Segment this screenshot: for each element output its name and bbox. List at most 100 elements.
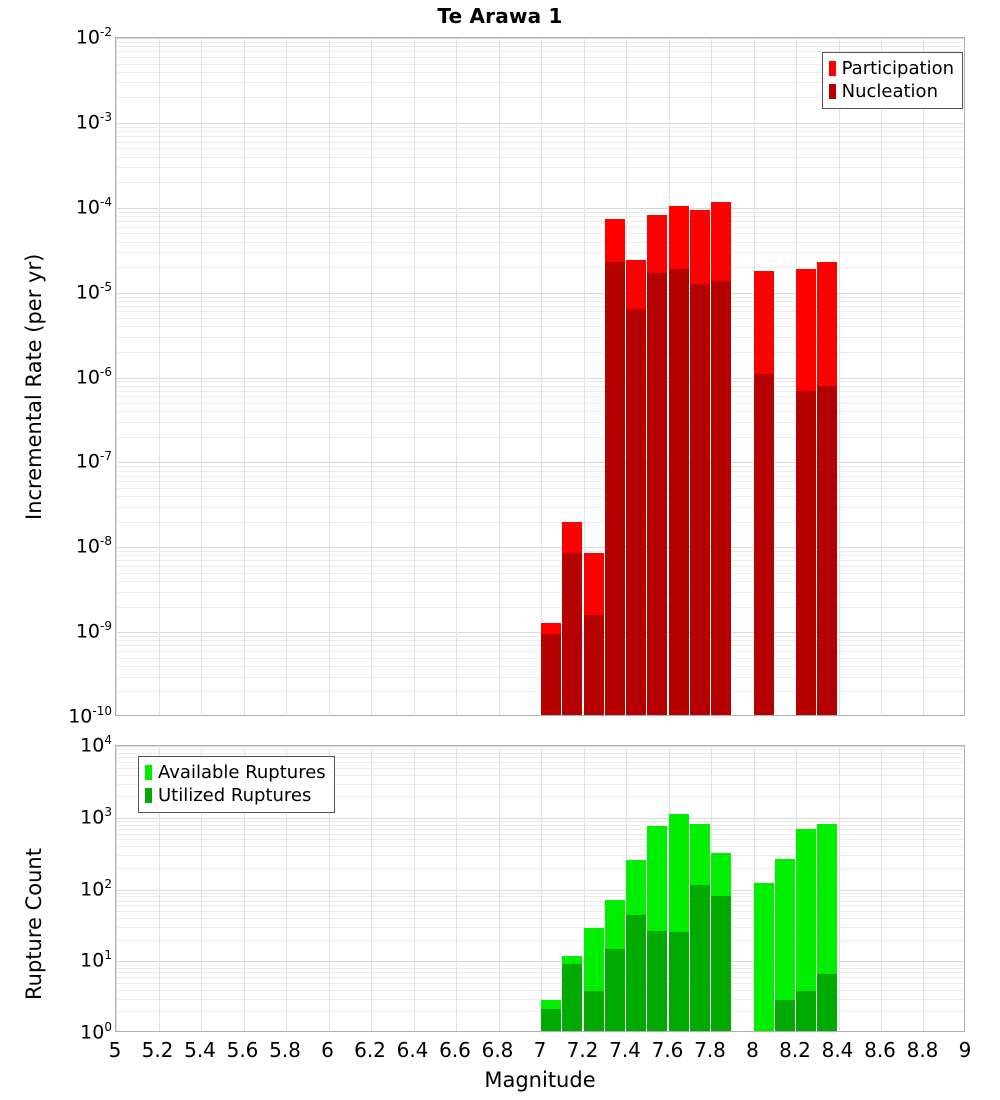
bar — [562, 38, 583, 715]
x-tick-label: 8.2 — [779, 1038, 811, 1062]
legend-item-utilized-ruptures: Utilized Ruptures — [145, 784, 326, 807]
bar-segment-utilized-ruptures — [604, 948, 625, 1031]
y-tick-label: 10-10 — [68, 704, 112, 728]
legend-label-participation: Participation — [841, 58, 954, 79]
bar — [668, 38, 689, 715]
bar-segment-utilized-ruptures — [668, 931, 689, 1031]
bar — [711, 38, 732, 715]
bar — [626, 38, 647, 715]
bar-segment-utilized-ruptures — [626, 915, 647, 1031]
x-tick-label: 5 — [108, 1038, 122, 1062]
x-tick-label: 5.2 — [141, 1038, 174, 1062]
bar-segment-utilized-ruptures — [541, 1009, 562, 1031]
legend-item-nucleation: Nucleation — [828, 80, 954, 103]
x-axis-title: Magnitude — [484, 1068, 596, 1092]
x-tick-label: 8.4 — [821, 1038, 854, 1062]
bar-segment-nucleation — [689, 283, 710, 715]
bar-segment-available-ruptures — [753, 883, 774, 1031]
x-tick-label: 6.6 — [439, 1038, 471, 1062]
bar — [626, 746, 647, 1031]
x-tick-label: 6 — [321, 1038, 334, 1062]
bar-segment-nucleation — [541, 634, 562, 715]
legend-swatch-utilized-ruptures — [145, 788, 152, 804]
x-tick-label: 5.4 — [184, 1038, 216, 1062]
y-tick-label: 10-5 — [75, 279, 112, 303]
bar — [541, 38, 562, 715]
bar — [647, 746, 668, 1031]
grid-lines-top — [116, 38, 964, 715]
legend-top: Participation Nucleation — [821, 52, 963, 110]
bars-top — [116, 38, 964, 715]
y-tick-label: 104 — [80, 733, 112, 757]
bar — [753, 38, 774, 715]
bar-segment-nucleation — [626, 309, 647, 715]
bar-segment-nucleation — [711, 280, 732, 715]
legend-item-available-ruptures: Available Ruptures — [145, 761, 326, 784]
bar — [583, 746, 604, 1031]
x-tick-label: 6.4 — [396, 1038, 429, 1062]
x-tick-label: 8.6 — [864, 1038, 896, 1062]
y-tick-label: 10-4 — [75, 194, 112, 219]
bar-segment-utilized-ruptures — [796, 991, 817, 1031]
page-title: Te Arawa 1 — [437, 4, 563, 28]
bar-segment-nucleation — [753, 373, 774, 715]
x-tick-label: 6.8 — [481, 1038, 514, 1062]
bar — [817, 38, 838, 715]
y-tick-label: 100 — [80, 1020, 112, 1044]
bar-segment-available-ruptures — [796, 828, 817, 1031]
legend-swatch-available-ruptures — [145, 765, 152, 781]
bar — [774, 746, 795, 1031]
bar-segment-nucleation — [668, 268, 689, 715]
x-tick-label: 7.6 — [651, 1038, 684, 1062]
bar-segment-utilized-ruptures — [817, 974, 838, 1031]
x-tick-label: 8.8 — [906, 1038, 939, 1062]
bar — [753, 746, 774, 1031]
y-tick-label: 10-8 — [75, 534, 112, 558]
bar — [796, 38, 817, 715]
x-tick-label: 8 — [746, 1038, 759, 1062]
x-tick-label: 7 — [533, 1038, 547, 1062]
bar-segment-utilized-ruptures — [774, 1000, 795, 1031]
bar-segment-utilized-ruptures — [711, 896, 732, 1031]
bar-segment-nucleation — [796, 391, 817, 715]
legend-label-utilized-ruptures: Utilized Ruptures — [158, 785, 312, 807]
bar-segment-utilized-ruptures — [562, 964, 583, 1031]
bar-segment-nucleation — [562, 553, 583, 715]
bar — [689, 38, 710, 715]
y-axis-title-bottom: Rupture Count — [22, 848, 46, 1000]
x-tick-label: 9 — [958, 1038, 972, 1062]
y-axis-ticks-bottom: 104 103 102 101 100 — [0, 0, 112, 1100]
y-tick-label: 10-3 — [75, 109, 112, 134]
bar-segment-nucleation — [647, 273, 668, 715]
bar — [499, 746, 519, 1031]
bar — [711, 746, 732, 1031]
bar — [583, 38, 604, 715]
x-tick-label: 6.2 — [354, 1038, 386, 1062]
bar — [817, 746, 838, 1031]
y-tick-label: 10-9 — [75, 619, 112, 643]
bar — [796, 746, 817, 1031]
bar — [541, 746, 562, 1031]
bar-segment-available-ruptures — [774, 858, 795, 1031]
legend-item-participation: Participation — [828, 57, 954, 80]
x-tick-label: 7.8 — [694, 1038, 726, 1062]
bar — [562, 746, 583, 1031]
bar — [647, 38, 668, 715]
bar — [604, 746, 625, 1031]
bar — [604, 38, 625, 715]
x-tick-label: 5.8 — [269, 1038, 301, 1062]
y-tick-label: 101 — [80, 948, 112, 972]
bar-segment-nucleation — [604, 261, 625, 715]
y-tick-label: 10-2 — [75, 25, 112, 49]
y-tick-label: 10-6 — [75, 364, 112, 388]
bar — [668, 746, 689, 1031]
incremental-rate-panel — [115, 37, 965, 716]
bar-segment-utilized-ruptures — [583, 991, 604, 1031]
y-tick-label: 102 — [80, 876, 112, 900]
bar — [689, 746, 710, 1031]
y-axis-ticks-top: 10-2 10-3 10-4 10-5 10-6 10-7 10-8 10-9 10-10 — [0, 0, 112, 760]
legend-label-available-ruptures: Available Ruptures — [158, 762, 326, 783]
y-tick-label: 10-7 — [75, 449, 112, 473]
legend-bottom: Available Ruptures Utilized Ruptures — [138, 756, 335, 814]
